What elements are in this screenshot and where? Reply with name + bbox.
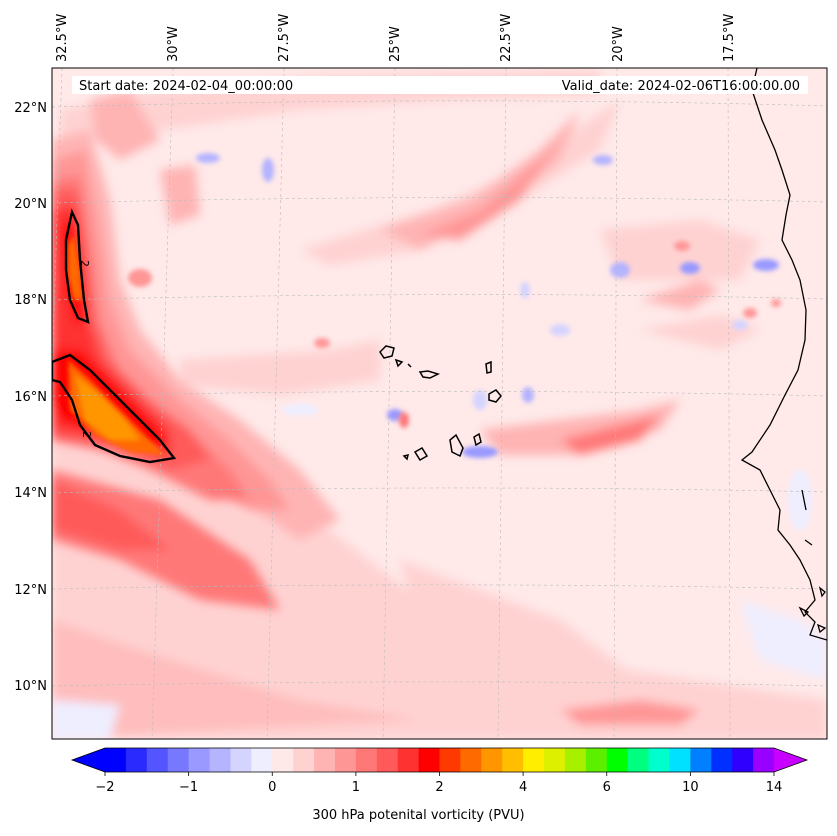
start-date-label: Start date: 2024-02-04_00:00:00 [79,79,293,94]
colorbar-cell [355,748,378,772]
bijagos-islands [816,623,827,634]
lon-label: 17.5°W [722,14,737,62]
island-maio [473,432,482,447]
lon-label: 30°W [166,26,181,62]
island-santo-antao [379,345,395,359]
colorbar-tick-label: −2 [95,780,114,795]
island-santa-luzia [407,363,412,368]
coast-fragment [801,489,807,511]
valid-date-label: Valid_date: 2024-02-06T16:00:00.00 [562,79,800,94]
colorbar-cell [564,748,587,772]
colorbar-cell [209,748,232,772]
longitude-axis: 32.5°W 30°W 27.5°W 25°W 22.5°W 20°W 17.5… [55,14,737,62]
colorbar-tick-label: 1 [352,780,360,795]
info-strip [72,76,808,94]
island-santiago [449,433,464,458]
bijagos-islands [798,606,810,618]
graticule [52,68,827,739]
colorbar-cell [439,748,462,772]
lon-label: 32.5°W [55,14,70,62]
lat-label: 18°N [14,293,47,308]
island-sal [485,360,492,374]
colorbar-cells [105,748,775,772]
colorbar-cell [523,748,545,772]
colorbar-tick-label: 2 [435,780,443,795]
colorbar-cell [334,748,357,772]
lat-label: 10°N [14,679,47,694]
colorbar-cell [105,748,127,772]
bijagos-islands [818,586,826,598]
island-boa-vista [488,389,502,403]
africa-coastline [740,68,827,641]
map-plot-area: 2 2 Start date: 2024-02-04_00:00:00 Vali… [52,68,827,739]
contour-south [52,353,177,464]
colorbar-cell [585,748,608,772]
colorbar-cell [397,748,420,772]
colorbar-cell [272,748,294,772]
colorbar-cell [669,748,691,772]
colorbar-tick-label: 0 [268,780,276,795]
colorbar-cell [606,748,629,772]
lon-label: 20°W [611,26,626,62]
colorbar-cell [251,748,273,772]
lat-label: 12°N [14,583,47,598]
colorbar-cell [732,748,754,772]
lon-label: 22.5°W [499,14,514,62]
colorbar-cell [376,748,399,772]
lon-label: 27.5°W [277,14,292,62]
colorbar-cell [418,748,441,772]
colorbar-tick-label: 4 [519,780,527,795]
lat-label: 20°N [14,197,47,212]
contour-label-north: 2 [78,260,91,267]
colorbar-over-arrow [774,748,807,772]
colorbar-cell [753,748,775,772]
colorbar-cell [481,748,503,772]
colorbar-cell [544,748,566,772]
colorbar-tick-label: 10 [682,780,699,795]
colorbar-tick-label: 14 [766,780,783,795]
negative-pv-patches [196,153,812,530]
lat-label: 22°N [14,101,47,116]
latitude-axis: 22°N 20°N 18°N 16°N 14°N 12°N 10°N [14,101,47,694]
island-brava [402,453,410,461]
colorbar-cell [690,748,712,772]
colorbar-ticks: −2 −1 0 1 2 4 6 10 14 [95,772,782,795]
pv-streamer-core [68,235,165,455]
colorbar-under-arrow [72,748,105,772]
colorbar-tick-label: −1 [179,780,198,795]
positive-pv-spots [128,241,781,428]
lat-label: 14°N [14,486,47,501]
coast-fragment [804,539,813,546]
colorbar-cell [627,748,650,772]
colorbar-cell [167,748,190,772]
island-fogo [413,446,429,462]
island-sao-vicente [394,358,404,368]
colorbar-cell [188,748,211,772]
colorbar-cell [648,748,671,772]
island-sao-nicolau [418,370,441,379]
lon-label: 25°W [388,26,403,62]
colorbar: −2 −1 0 1 2 4 6 10 14 [70,747,809,795]
pv-2-contour [52,208,177,464]
colorbar-cell [460,748,482,772]
lat-label: 16°N [14,390,47,405]
colorbar-cell [502,748,524,772]
contour-north [64,208,90,324]
colorbar-tick-label: 6 [603,780,611,795]
colorbar-cell [125,748,148,772]
colorbar-cell [230,748,252,772]
colorbar-label: 300 hPa potenital vorticity (PVU) [312,808,525,823]
colorbar-cell [314,748,336,772]
map-frame [51,67,828,740]
contour-label-south: 2 [80,431,93,438]
cape-verde-islands [379,345,502,462]
colorbar-cell [146,748,169,772]
colorbar-cell [293,748,315,772]
colorbar-cell [711,748,733,772]
